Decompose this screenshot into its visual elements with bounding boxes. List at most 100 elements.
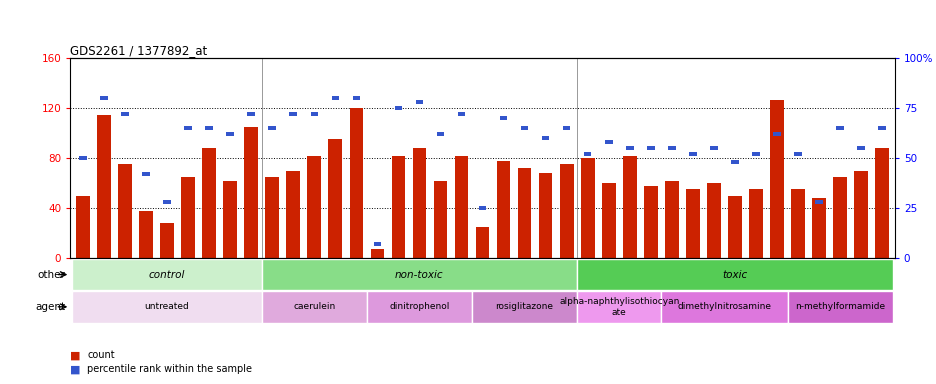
Text: count: count (87, 350, 114, 360)
Bar (727, 196, 741, 258)
Bar (499, 116, 506, 121)
Text: ■: ■ (70, 350, 80, 360)
Bar (227, 132, 234, 136)
Bar (787, 291, 892, 323)
Bar (814, 200, 822, 204)
Bar (625, 146, 633, 151)
Bar (643, 186, 657, 258)
Bar (394, 106, 402, 111)
Bar (268, 126, 276, 131)
Bar (832, 177, 846, 258)
Bar (261, 259, 577, 290)
Bar (478, 206, 486, 210)
Bar (812, 198, 825, 258)
Bar (329, 139, 342, 258)
Bar (121, 112, 128, 116)
Bar (310, 112, 317, 116)
Text: percentile rank within the sample: percentile rank within the sample (87, 364, 252, 374)
Bar (139, 210, 153, 258)
Bar (433, 180, 446, 258)
Bar (202, 148, 215, 258)
Bar (661, 291, 787, 323)
Bar (475, 227, 489, 258)
Bar (794, 152, 801, 156)
Text: dinitrophenol: dinitrophenol (388, 302, 449, 311)
Bar (286, 170, 300, 258)
Bar (458, 112, 465, 116)
Bar (181, 177, 195, 258)
Bar (436, 132, 444, 136)
Bar (79, 156, 86, 161)
Bar (622, 156, 636, 258)
Bar (349, 108, 363, 258)
Bar (856, 146, 864, 151)
Bar (223, 180, 237, 258)
Bar (370, 249, 384, 258)
Bar (577, 259, 892, 290)
Text: untreated: untreated (144, 302, 189, 311)
Bar (836, 126, 843, 131)
Text: dimethylnitrosamine: dimethylnitrosamine (677, 302, 770, 311)
Text: caerulein: caerulein (293, 302, 335, 311)
Bar (667, 146, 675, 151)
Bar (583, 152, 591, 156)
Text: toxic: toxic (722, 270, 747, 280)
Bar (472, 291, 577, 323)
Bar (538, 173, 552, 258)
Bar (352, 96, 359, 101)
Text: ■: ■ (70, 364, 80, 374)
Bar (769, 99, 783, 258)
Bar (854, 170, 867, 258)
Bar (454, 156, 468, 258)
Bar (730, 160, 738, 164)
Bar (749, 189, 762, 258)
Bar (874, 148, 888, 258)
Bar (76, 196, 90, 258)
Bar (752, 152, 759, 156)
Bar (289, 112, 297, 116)
Text: GDS2261 / 1377892_at: GDS2261 / 1377892_at (70, 44, 207, 57)
Bar (601, 183, 615, 258)
Bar (518, 168, 531, 258)
Bar (559, 164, 573, 258)
Bar (247, 112, 255, 116)
Text: non-toxic: non-toxic (395, 270, 444, 280)
Bar (790, 189, 804, 258)
Bar (307, 156, 321, 258)
Bar (265, 177, 279, 258)
Bar (142, 172, 150, 176)
Bar (685, 189, 699, 258)
Bar (416, 100, 423, 104)
Bar (118, 164, 132, 258)
Bar (647, 146, 654, 151)
Bar (541, 136, 548, 141)
Bar (261, 291, 367, 323)
Bar (72, 259, 261, 290)
Bar (160, 223, 174, 258)
Bar (412, 148, 426, 258)
Bar (520, 126, 528, 131)
Bar (577, 291, 661, 323)
Bar (391, 156, 404, 258)
Bar (184, 126, 192, 131)
Bar (707, 183, 720, 258)
Bar (665, 180, 678, 258)
Bar (205, 126, 212, 131)
Bar (100, 96, 108, 101)
Bar (688, 152, 696, 156)
Text: agent: agent (36, 302, 66, 312)
Text: alpha-naphthylisothiocyan
ate: alpha-naphthylisothiocyan ate (559, 297, 679, 316)
Bar (709, 146, 717, 151)
Text: n-methylformamide: n-methylformamide (795, 302, 885, 311)
Bar (496, 161, 510, 258)
Bar (605, 140, 612, 144)
Bar (580, 158, 594, 258)
Bar (367, 291, 472, 323)
Text: control: control (149, 270, 185, 280)
Bar (72, 291, 261, 323)
Bar (772, 132, 780, 136)
Bar (331, 96, 339, 101)
Bar (373, 242, 381, 246)
Bar (878, 126, 885, 131)
Text: rosiglitazone: rosiglitazone (495, 302, 553, 311)
